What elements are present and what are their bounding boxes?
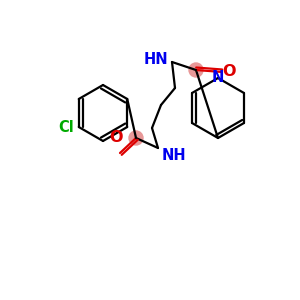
Text: O: O bbox=[109, 130, 123, 145]
Circle shape bbox=[129, 131, 143, 145]
Text: N: N bbox=[212, 70, 224, 86]
Text: Cl: Cl bbox=[58, 119, 74, 134]
Text: HN: HN bbox=[143, 52, 168, 68]
Circle shape bbox=[189, 63, 203, 77]
Text: NH: NH bbox=[162, 148, 187, 164]
Text: O: O bbox=[222, 64, 236, 80]
